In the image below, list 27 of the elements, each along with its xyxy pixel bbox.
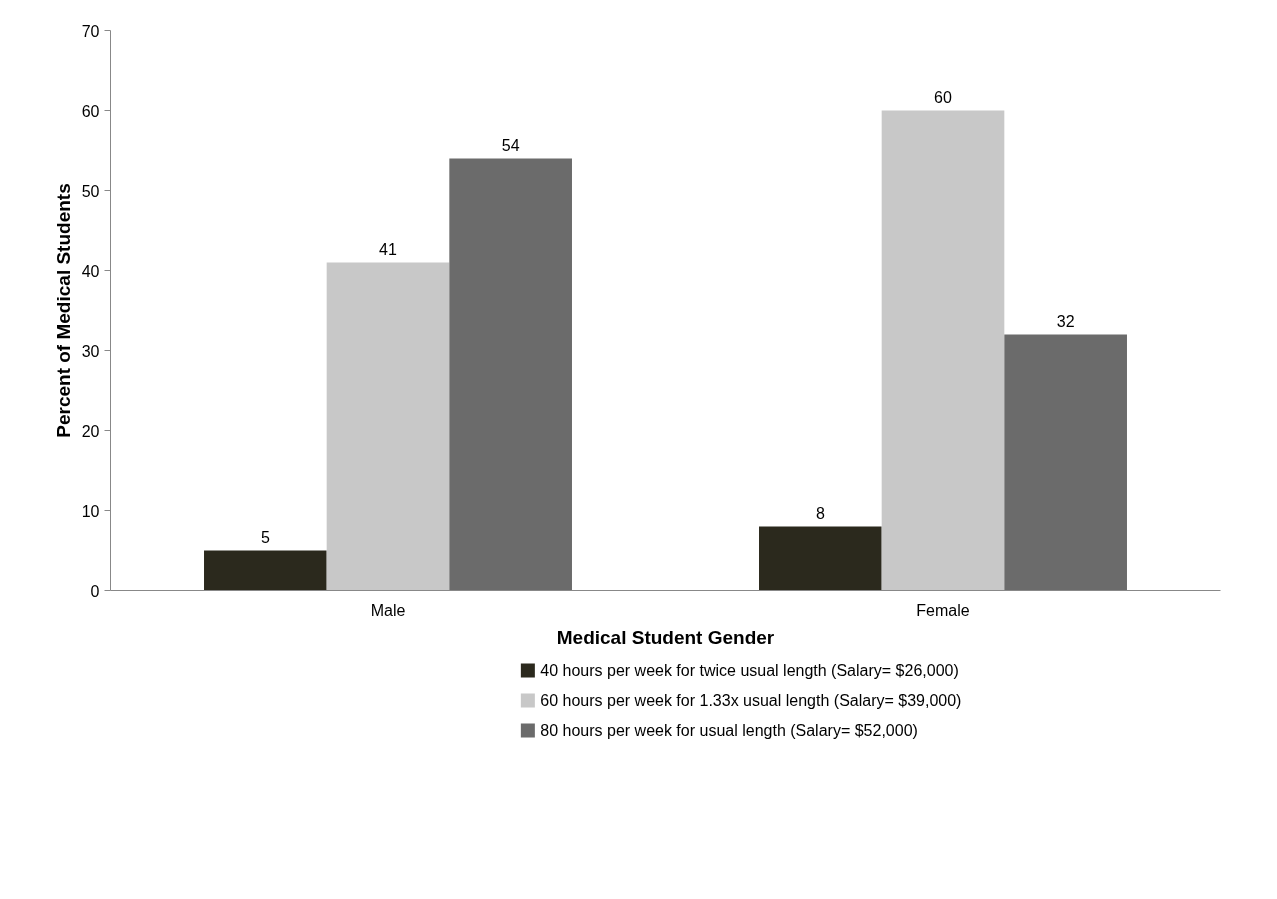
- data-label: 41: [379, 240, 397, 258]
- data-label: 5: [260, 528, 270, 546]
- bar: [881, 110, 1005, 591]
- legend-label: 80 hours per week for usual length (Salary= $52,000): [540, 722, 918, 739]
- y-tick-label: 70: [81, 22, 100, 40]
- data-label: 60: [934, 88, 952, 106]
- x-tick-label: Male: [370, 601, 406, 619]
- y-tick-label: 20: [81, 422, 100, 440]
- bar: [449, 158, 572, 591]
- legend-label: 40 hours per week for twice usual length (Salary= $26,000): [540, 662, 959, 679]
- bar: [326, 262, 450, 591]
- x-tick-label: Female: [916, 601, 970, 619]
- y-axis-title: Percent of Medical Students: [52, 183, 74, 438]
- data-label: 54: [501, 136, 520, 154]
- y-tick-label: 30: [81, 342, 100, 360]
- bar: [759, 526, 882, 591]
- data-label: 8: [815, 504, 825, 522]
- y-tick-label: 60: [81, 102, 100, 120]
- bar: [204, 550, 327, 591]
- bar: [1004, 334, 1127, 591]
- y-tick-label: 50: [81, 182, 100, 200]
- x-axis-title: Medical Student Gender: [556, 626, 775, 648]
- y-tick-label: 40: [81, 262, 100, 280]
- legend-label: 60 hours per week for 1.33x usual length (Salary= $39,000): [540, 692, 962, 709]
- data-label: 32: [1056, 312, 1075, 330]
- y-tick-label: 0: [90, 582, 100, 600]
- y-tick-label: 10: [81, 502, 100, 520]
